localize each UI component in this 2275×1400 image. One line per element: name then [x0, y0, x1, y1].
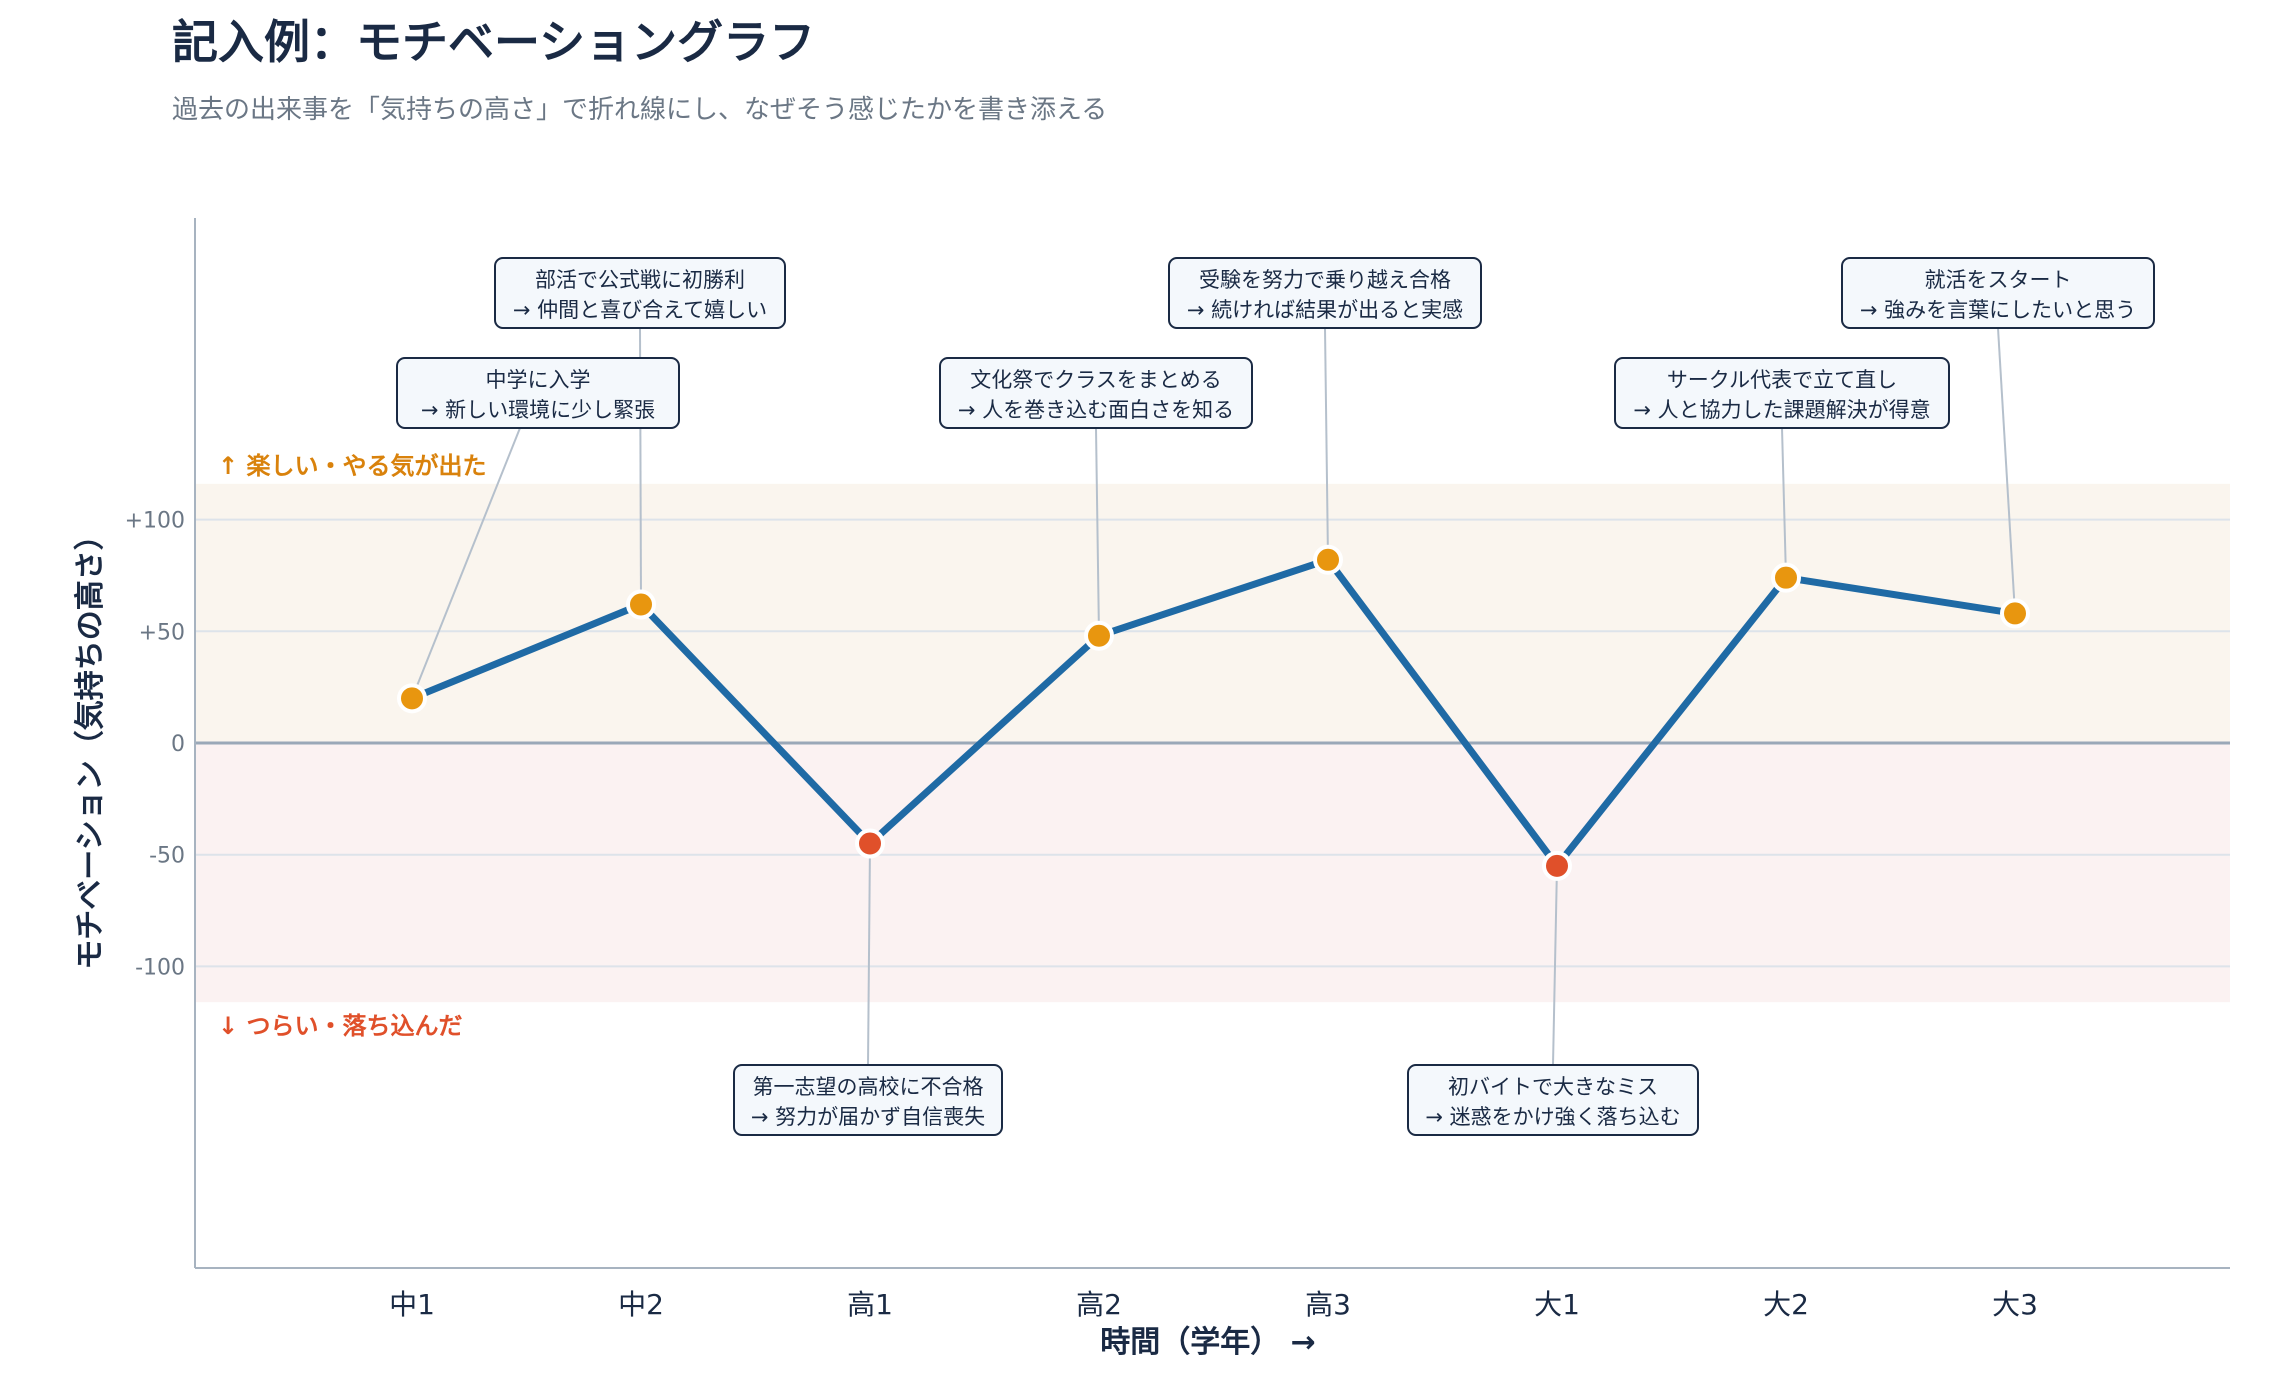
series-polyline [408, 556, 2019, 870]
annotation-box: サークル代表で立て直し → 人と協力した課題解決が得意 [1614, 357, 1950, 429]
x-tick-label: 高3 [1305, 1288, 1351, 1321]
series-line [408, 556, 2019, 870]
x-axis-label: 時間（学年） → [1100, 1325, 1316, 1360]
data-point-negative [855, 828, 885, 859]
annotation-reason: → 仲間と喜び合えて嬉しい [513, 298, 767, 322]
annotation-frame [1168, 257, 1482, 329]
annotation-leaders [411, 327, 2016, 1066]
annotation-frame [1841, 257, 2155, 329]
annotation-leader [1997, 327, 2016, 614]
annotation-box: 中学に入学 → 新しい環境に少し緊張 [396, 357, 680, 429]
annotation-event: 部活で公式戦に初勝利 [535, 268, 745, 292]
y-tick-label: -100 [135, 955, 185, 980]
annotation-frame [396, 357, 680, 429]
annotation-reason: → 強みを言葉にしたいと思う [1860, 298, 2136, 322]
x-tick-label: 中2 [618, 1288, 664, 1321]
annotation-event: サークル代表で立て直し [1667, 368, 1897, 392]
annotation-leader [1324, 327, 1329, 560]
x-tick-label: 中1 [389, 1288, 435, 1321]
annotation-reason: → 人と協力した課題解決が得意 [1633, 398, 1930, 422]
annotation-leader [411, 427, 521, 699]
x-tick-label: 大3 [1992, 1288, 2038, 1321]
data-point-positive [1313, 544, 1343, 575]
annotation-reason: → 人を巻き込む面白さを知る [958, 398, 1234, 422]
annotation-frame [1407, 1064, 1699, 1136]
annotation-leader [1552, 865, 1558, 1066]
y-tick-label: -50 [149, 844, 185, 869]
data-point-positive [1084, 620, 1114, 651]
annotation-box: 第一志望の高校に不合格 → 努力が届かず自信喪失 [733, 1064, 1003, 1136]
annotation-event: 初バイトで大きなミス [1448, 1075, 1658, 1099]
annotation-frame [1614, 357, 1950, 429]
x-tick-label: 大2 [1763, 1288, 1809, 1321]
data-points [397, 544, 2030, 881]
annotation-frame [939, 357, 1253, 429]
x-tick-label: 大1 [1534, 1288, 1580, 1321]
y-tick-label: 0 [171, 732, 185, 757]
annotation-reason: → 新しい環境に少し緊張 [421, 398, 655, 422]
annotation-leader [1095, 427, 1100, 636]
data-point-positive [626, 589, 656, 620]
data-point-positive [397, 683, 427, 714]
annotation-reason: → 迷惑をかけ強く落ち込む [1425, 1105, 1680, 1129]
gridlines [195, 518, 2230, 968]
annotation-box: 受験を努力で乗り越え合格 → 続ければ結果が出ると実感 [1168, 257, 1482, 329]
annotations: 中学に入学 → 新しい環境に少し緊張 部活で公式戦に初勝利 → 仲間と喜び合えて嬉しい… [396, 257, 2155, 1136]
chart-subtitle: 過去の出来事を「気持ちの高さ」で折れ線にし、なぜそう感じたかを書き添える [172, 95, 1107, 125]
data-point-negative [1542, 850, 1572, 881]
x-tick-label: 高1 [847, 1288, 893, 1321]
band-label-negative: ↓ つらい・落ち込んだ [218, 1012, 462, 1040]
annotation-event: 就活をスタート [1925, 268, 2072, 292]
tick-labels: +100 +50 0 -50 -100 中1 中2 高1 高2 高3 大1 大2 大3 [125, 509, 2038, 1321]
positive-band [195, 483, 2230, 743]
annotation-box: 部活で公式戦に初勝利 → 仲間と喜び合えて嬉しい [494, 257, 786, 329]
annotation-frame [494, 257, 786, 329]
y-tick-label: +50 [139, 620, 185, 645]
annotation-frame [733, 1064, 1003, 1136]
annotation-event: 中学に入学 [486, 368, 591, 392]
annotation-box: 文化祭でクラスをまとめる → 人を巻き込む面白さを知る [939, 357, 1253, 429]
data-point-positive [1771, 562, 1801, 593]
annotation-event: 文化祭でクラスをまとめる [970, 368, 1222, 392]
x-tick-label: 高2 [1076, 1288, 1122, 1321]
annotation-reason: → 続ければ結果が出ると実感 [1187, 298, 1463, 322]
data-point-positive [2000, 598, 2030, 629]
annotation-event: 受験を努力で乗り越え合格 [1199, 268, 1451, 292]
chart-title: 記入例：モチベーショングラフ [172, 15, 815, 69]
y-axis-label: モチベーション（気持ちの高さ） [73, 520, 108, 969]
annotation-event: 第一志望の高校に不合格 [753, 1075, 984, 1099]
band-label-positive: ↑ 楽しい・やる気が出た [218, 452, 486, 480]
annotation-leader [867, 843, 871, 1066]
annotation-box: 初バイトで大きなミス → 迷惑をかけ強く落ち込む [1407, 1064, 1699, 1136]
negative-band [195, 743, 2230, 1003]
y-tick-label: +100 [125, 509, 185, 534]
background-bands [195, 483, 2230, 1003]
annotation-reason: → 努力が届かず自信喪失 [751, 1105, 985, 1129]
annotation-leader [1781, 427, 1787, 578]
axes [194, 218, 2230, 1269]
annotation-box: 就活をスタート → 強みを言葉にしたいと思う [1841, 257, 2155, 329]
